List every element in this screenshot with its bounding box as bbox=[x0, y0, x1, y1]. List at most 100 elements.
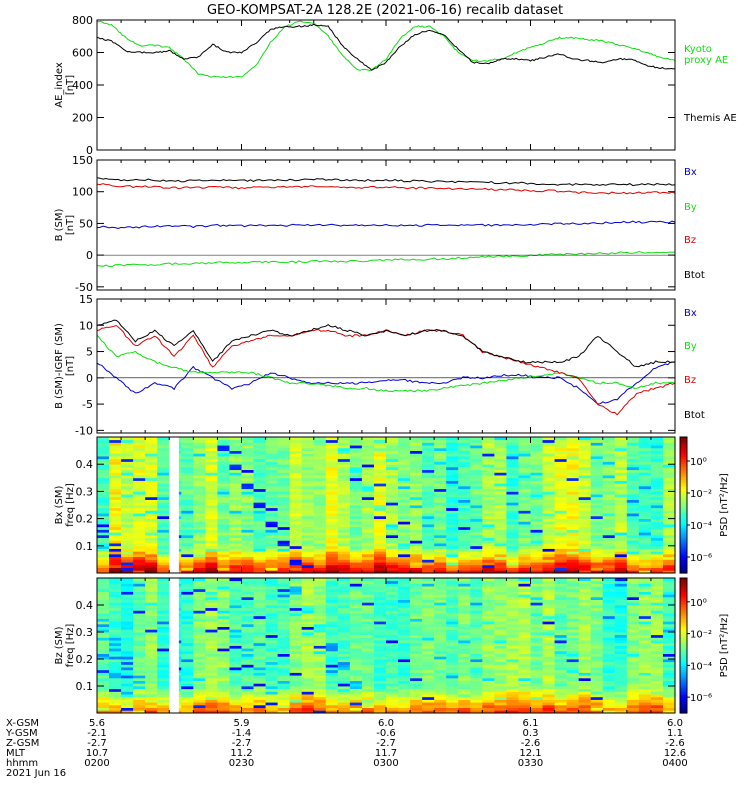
heatmap-cell bbox=[470, 439, 483, 443]
heatmap-cell bbox=[217, 472, 230, 476]
heatmap-cell bbox=[313, 488, 327, 492]
heatmap-cell bbox=[446, 472, 459, 476]
heatmap-cell bbox=[181, 450, 194, 454]
y-tick-label: 0 bbox=[86, 249, 93, 262]
heatmap-cell bbox=[253, 570, 267, 574]
heatmap-cell bbox=[602, 507, 616, 511]
heatmap-cell bbox=[373, 613, 387, 617]
heatmap-cell bbox=[494, 458, 507, 462]
heatmap-cell bbox=[193, 447, 206, 451]
heatmap-cell bbox=[325, 485, 339, 490]
heatmap-cell bbox=[434, 704, 447, 708]
heatmap-cell bbox=[422, 456, 435, 460]
heatmap-cell bbox=[301, 526, 315, 530]
heatmap-cell bbox=[422, 686, 435, 690]
heatmap-cell bbox=[109, 475, 122, 479]
heatmap-cell bbox=[590, 540, 604, 544]
heatmap-cell bbox=[626, 696, 640, 700]
heatmap-cell bbox=[97, 488, 110, 492]
heatmap-cell bbox=[554, 483, 568, 487]
heatmap-cell bbox=[337, 521, 351, 525]
heatmap-cell bbox=[458, 488, 471, 492]
heatmap-cell bbox=[398, 445, 411, 449]
heatmap-cell bbox=[109, 442, 122, 446]
heatmap-cell bbox=[97, 621, 110, 625]
heatmap-cell bbox=[482, 447, 495, 451]
heatmap-cell bbox=[434, 634, 447, 638]
heatmap-cell bbox=[289, 702, 303, 706]
heatmap-cell bbox=[494, 477, 507, 481]
heatmap-cell bbox=[205, 675, 218, 679]
heatmap-cell bbox=[313, 564, 327, 568]
heatmap-cell bbox=[530, 534, 544, 539]
heatmap-cell bbox=[446, 607, 459, 611]
heatmap-cell bbox=[458, 686, 471, 690]
heatmap-cell bbox=[181, 507, 194, 511]
heatmap-cell bbox=[97, 656, 110, 660]
heatmap-cell bbox=[434, 710, 447, 714]
heatmap-cell bbox=[349, 553, 363, 558]
heatmap-cell bbox=[157, 659, 170, 663]
heatmap-cell bbox=[578, 559, 592, 563]
heatmap-cell bbox=[109, 507, 122, 511]
heatmap-cell bbox=[193, 640, 206, 644]
heatmap-cell bbox=[494, 580, 507, 584]
heatmap-cell bbox=[97, 475, 110, 479]
heatmap-cell bbox=[205, 580, 218, 584]
heatmap-cell bbox=[109, 632, 122, 636]
heatmap-cell bbox=[482, 656, 495, 660]
heatmap-cell bbox=[373, 513, 387, 517]
heatmap-cell bbox=[494, 707, 507, 711]
heatmap-cell bbox=[253, 704, 267, 708]
heatmap-cell bbox=[470, 564, 483, 568]
heatmap-cell bbox=[181, 445, 194, 449]
heatmap-cell bbox=[602, 645, 616, 649]
heatmap-cell bbox=[518, 686, 531, 690]
heatmap-cell bbox=[313, 588, 327, 592]
heatmap-cell bbox=[145, 464, 158, 468]
heatmap-cell bbox=[181, 461, 194, 465]
heatmap-cell bbox=[614, 466, 628, 471]
heatmap-cell bbox=[301, 491, 315, 495]
heatmap-cell bbox=[361, 675, 375, 679]
heatmap-cell bbox=[446, 461, 459, 465]
heatmap-cell bbox=[133, 545, 146, 549]
heatmap-cell bbox=[121, 439, 134, 443]
heatmap-cell bbox=[626, 551, 640, 555]
heatmap-cell bbox=[313, 494, 327, 498]
heatmap-cell bbox=[229, 648, 242, 652]
heatmap-cell bbox=[638, 458, 652, 462]
heatmap-cell bbox=[373, 570, 387, 574]
heatmap-cell bbox=[458, 632, 471, 636]
heatmap-cell bbox=[542, 521, 556, 525]
heatmap-cell bbox=[313, 634, 327, 638]
heatmap-cell bbox=[349, 458, 363, 462]
heatmap-cell bbox=[554, 656, 568, 660]
heatmap-cell bbox=[373, 610, 387, 614]
heatmap-cell bbox=[205, 588, 218, 592]
heatmap-cell bbox=[349, 494, 363, 498]
heatmap-cell bbox=[398, 586, 411, 590]
heatmap-cell bbox=[410, 447, 423, 451]
heatmap-cell bbox=[518, 505, 531, 509]
heatmap-cell bbox=[265, 453, 279, 457]
heatmap-cell bbox=[265, 623, 279, 627]
heatmap-cell bbox=[422, 529, 435, 533]
heatmap-cell bbox=[241, 502, 255, 506]
heatmap-cell bbox=[289, 553, 303, 558]
heatmap-cell bbox=[181, 491, 194, 495]
heatmap-cell bbox=[241, 667, 255, 671]
heatmap-cell bbox=[422, 656, 435, 660]
heatmap-cell bbox=[518, 683, 531, 687]
heatmap-cell bbox=[145, 551, 158, 555]
heatmap-cell bbox=[530, 669, 544, 673]
heatmap-cell bbox=[277, 553, 291, 558]
heatmap-cell bbox=[145, 502, 158, 506]
heatmap-cell bbox=[133, 488, 146, 492]
heatmap-cell bbox=[506, 532, 519, 536]
heatmap-cell bbox=[349, 580, 363, 584]
heatmap-cell bbox=[313, 594, 327, 598]
heatmap-cell bbox=[325, 477, 339, 481]
heatmap-cell bbox=[518, 688, 531, 692]
heatmap-cell bbox=[97, 653, 110, 657]
